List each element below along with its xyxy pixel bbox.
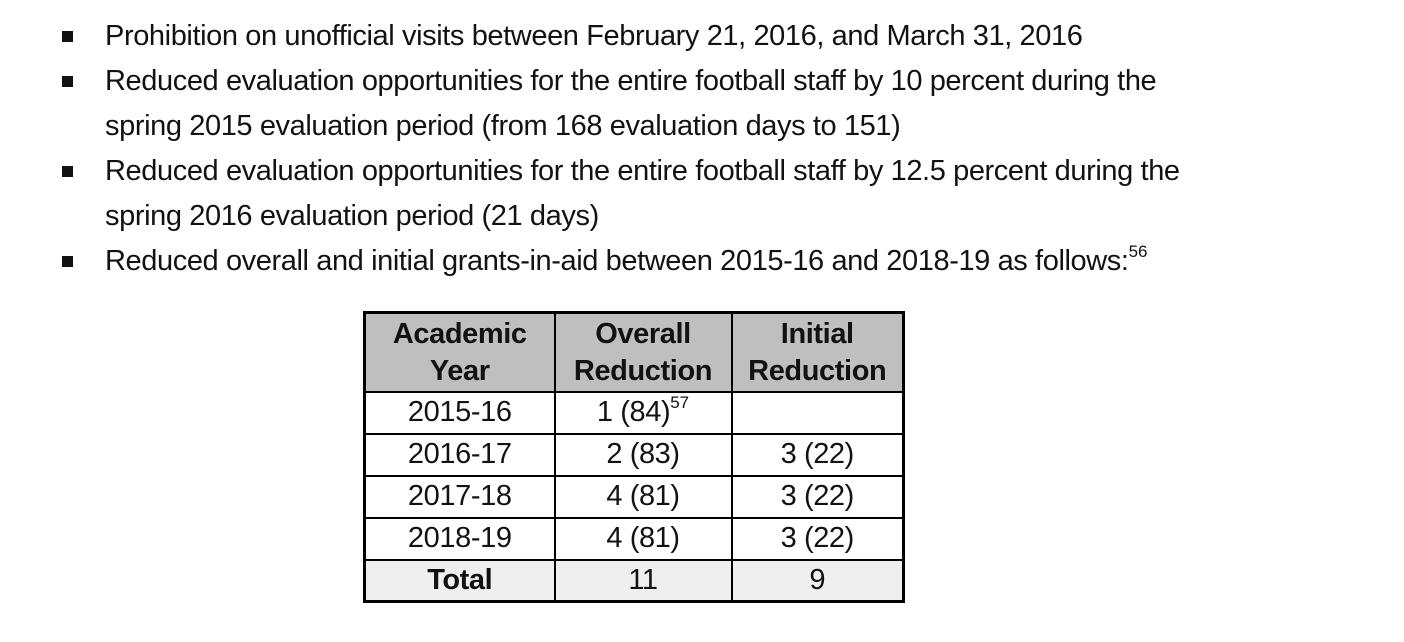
cell-initial-reduction: 3 (22) — [730, 432, 905, 477]
bullet-text: Reduced overall and initial grants-in-ai… — [105, 239, 1147, 284]
cell-academic-year: 2015-16 — [363, 390, 556, 435]
cell-academic-year: 2016-17 — [363, 432, 556, 477]
table-row-2015-16: 2015-16 1 (84)57 — [363, 390, 905, 435]
header-line: Year — [429, 355, 490, 388]
column-header-overall-reduction: Overall Reduction — [553, 311, 733, 393]
table-row-2016-17: 2016-17 2 (83) 3 (22) — [363, 432, 905, 477]
header-line: Initial — [780, 318, 854, 351]
table-total-row: Total 11 9 — [363, 558, 905, 603]
bullet-line: Prohibition on unofficial visits between… — [105, 20, 1083, 52]
square-bullet-icon — [62, 76, 73, 87]
header-line: Academic — [392, 318, 527, 351]
bullet-item-grants-in-aid: Reduced overall and initial grants-in-ai… — [62, 239, 1404, 284]
bullet-line: spring 2015 evaluation period (from 168 … — [105, 110, 901, 142]
cell-overall-reduction: 4 (81) — [553, 516, 733, 561]
bullet-line: spring 2016 evaluation period (21 days) — [105, 200, 599, 232]
cell-total-label: Total — [363, 558, 556, 603]
sanctions-bullet-list: Prohibition on unofficial visits between… — [0, 14, 1404, 284]
bullet-item-eval-2016: Reduced evaluation opportunities for the… — [62, 149, 1404, 239]
cell-overall-reduction: 4 (81) — [553, 474, 733, 519]
cell-overall-reduction: 2 (83) — [553, 432, 733, 477]
header-line: Reduction — [748, 355, 887, 388]
bullet-item-unofficial-visits: Prohibition on unofficial visits between… — [62, 14, 1404, 59]
square-bullet-icon — [62, 31, 73, 42]
header-line: Overall — [595, 318, 691, 351]
bullet-item-eval-2015: Reduced evaluation opportunities for the… — [62, 59, 1404, 149]
footnote-reference: 56 — [1128, 242, 1148, 262]
table-row-2017-18: 2017-18 4 (81) 3 (22) — [363, 474, 905, 519]
bullet-text: Prohibition on unofficial visits between… — [105, 14, 1083, 59]
cell-academic-year: 2017-18 — [363, 474, 556, 519]
column-header-academic-year: Academic Year — [363, 311, 556, 393]
cell-total-overall: 11 — [553, 558, 733, 603]
bullet-text: Reduced evaluation opportunities for the… — [105, 59, 1157, 149]
grants-reduction-table: Academic Year Overall Reduction Initial … — [363, 311, 905, 603]
bullet-line: Reduced evaluation opportunities for the… — [105, 155, 1180, 187]
table-row-2018-19: 2018-19 4 (81) 3 (22) — [363, 516, 905, 561]
bullet-text: Reduced evaluation opportunities for the… — [105, 149, 1180, 239]
footnote-reference: 57 — [670, 393, 690, 413]
square-bullet-icon — [62, 256, 73, 267]
bullet-line-text: Reduced overall and initial grants-in-ai… — [105, 245, 1129, 277]
column-header-initial-reduction: Initial Reduction — [730, 311, 905, 393]
cell-total-initial: 9 — [730, 558, 905, 603]
header-line: Reduction — [573, 355, 713, 388]
square-bullet-icon — [62, 166, 73, 177]
cell-initial-reduction: 3 (22) — [730, 516, 905, 561]
cell-initial-reduction — [730, 390, 905, 435]
cell-academic-year: 2018-19 — [363, 516, 556, 561]
grants-table-container: Academic Year Overall Reduction Initial … — [363, 311, 1404, 603]
cell-initial-reduction: 3 (22) — [730, 474, 905, 519]
bullet-line: Reduced overall and initial grants-in-ai… — [105, 239, 1147, 284]
cell-overall-reduction: 1 (84)57 — [553, 390, 733, 435]
cell-value: 1 (84) — [596, 396, 671, 428]
table-header-row: Academic Year Overall Reduction Initial … — [363, 311, 905, 393]
bullet-line: Reduced evaluation opportunities for the… — [105, 65, 1157, 97]
